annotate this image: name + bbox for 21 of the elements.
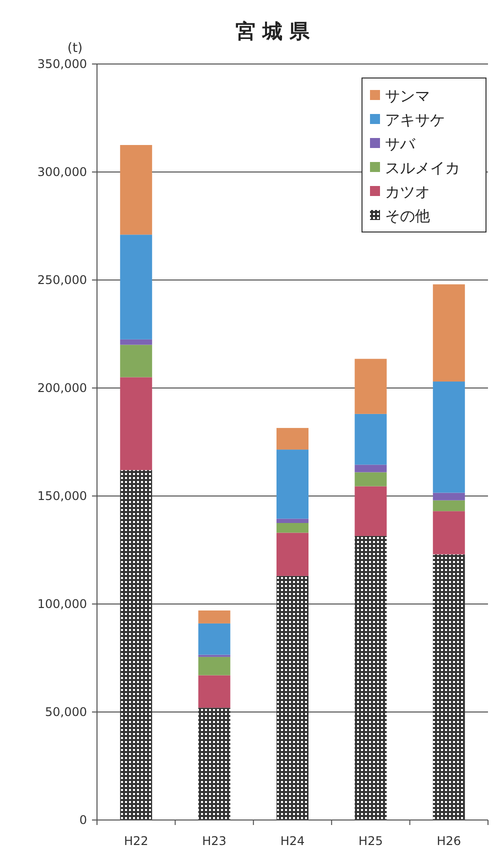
y-tick-label: 350,000 — [37, 57, 87, 71]
x-tick-label: H26 — [436, 834, 462, 848]
legend-label: サバ — [385, 135, 416, 153]
legend-label: スルメイカ — [385, 159, 460, 177]
y-tick-label: 300,000 — [37, 165, 87, 179]
legend-label: サンマ — [385, 87, 430, 105]
y-tick-label: 150,000 — [37, 489, 87, 503]
y-tick-label: 250,000 — [37, 273, 87, 287]
y-tick-label: 0 — [79, 813, 87, 827]
legend-label: その他 — [385, 207, 430, 225]
y-axis-title: (t) — [67, 41, 83, 56]
legend-label: カツオ — [385, 183, 430, 201]
x-tick-label: H25 — [358, 834, 383, 848]
x-tick-label: H22 — [124, 834, 148, 848]
chart-title: 宮 城 県 — [236, 19, 310, 43]
y-tick-label: 100,000 — [37, 597, 87, 611]
x-tick-label: H23 — [202, 834, 226, 848]
legend-label: アキサケ — [385, 111, 445, 129]
y-tick-label: 200,000 — [37, 381, 87, 395]
y-tick-label: 50,000 — [45, 705, 87, 719]
x-tick-label: H24 — [280, 834, 305, 848]
